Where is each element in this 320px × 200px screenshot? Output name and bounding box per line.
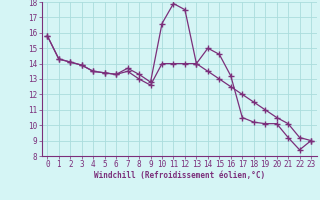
X-axis label: Windchill (Refroidissement éolien,°C): Windchill (Refroidissement éolien,°C) (94, 171, 265, 180)
